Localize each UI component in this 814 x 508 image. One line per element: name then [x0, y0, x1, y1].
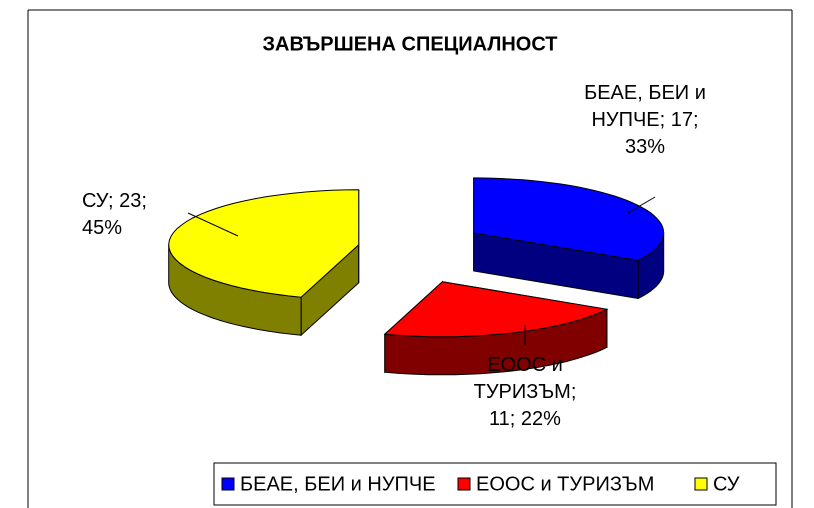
pie — [168, 177, 665, 376]
data-label: БЕАЕ, БЕИ и НУПЧЕ; 17; 33% — [584, 82, 706, 158]
slice — [383, 281, 609, 338]
legend-label: БЕАЕ, БЕИ и НУПЧЕ — [240, 473, 436, 495]
leader-line — [627, 196, 656, 214]
data-label: ЕООС и ТУРИЗЪМ; 11; 22% — [473, 354, 577, 430]
legend-swatch — [694, 477, 708, 491]
legend-label: ЕООС и ТУРИЗЪМ — [476, 473, 654, 495]
slice — [168, 189, 360, 298]
legend-label: СУ — [713, 473, 740, 495]
legend-items: БЕАЕ, БЕИ и НУПЧЕ ЕООС и ТУРИЗЪМ СУ — [221, 473, 740, 495]
slice — [473, 177, 665, 261]
leader-line — [187, 212, 239, 237]
chart-title: ЗАВЪРШЕНА СПЕЦИАЛНОСТ — [262, 33, 557, 55]
legend — [213, 462, 777, 506]
legend-swatch — [221, 477, 235, 491]
data-label: СУ; 23; 45% — [82, 190, 147, 239]
legend-swatch — [457, 477, 471, 491]
